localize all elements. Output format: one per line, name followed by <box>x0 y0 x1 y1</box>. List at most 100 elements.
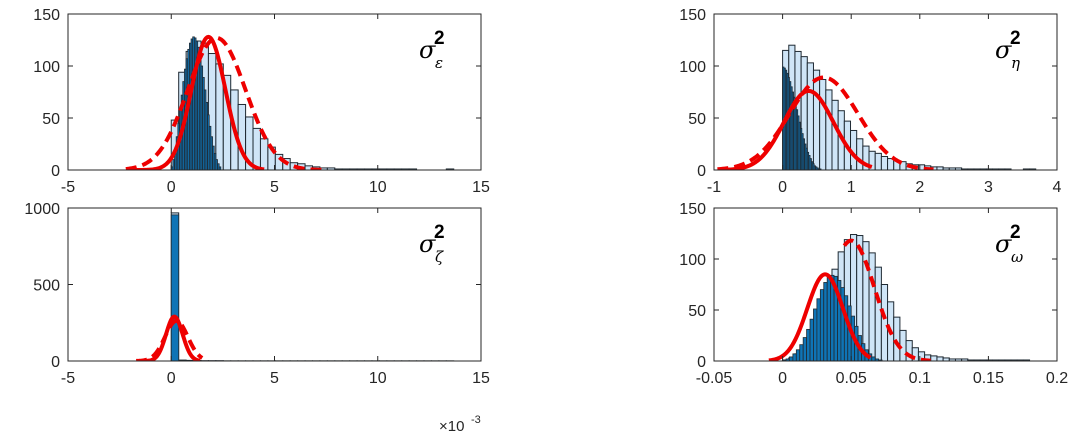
bar-dark <box>843 295 849 361</box>
bar-light <box>831 99 839 170</box>
x-multiplier-exponent: -3 <box>471 414 481 426</box>
fit-curve-dashed <box>125 35 327 170</box>
bar-light <box>880 284 889 361</box>
superscript-2: 2 <box>434 222 445 243</box>
fit-curve-dashed <box>134 318 204 361</box>
bar-dark <box>819 289 825 361</box>
x-tick-label: -0.05 <box>696 370 733 387</box>
y-tick-label: 50 <box>42 111 60 128</box>
x-tick-label: -5 <box>61 179 75 196</box>
bar-light <box>1004 168 1012 170</box>
superscript-2: 2 <box>1010 28 1021 49</box>
subscript-symbol: ε <box>435 54 443 72</box>
bar-light <box>1029 168 1037 170</box>
bar-dark <box>819 168 822 170</box>
x-tick-label: 10 <box>369 179 387 196</box>
bar-light <box>936 356 944 361</box>
x-tick-label: 0.05 <box>836 370 867 387</box>
y-tick-label: 0 <box>697 163 706 180</box>
bar-dark <box>823 282 828 361</box>
x-tick-label: 0 <box>778 370 787 387</box>
plot-area <box>68 14 481 170</box>
y-tick-label: 150 <box>679 201 706 218</box>
y-tick-label: 50 <box>688 111 706 128</box>
y-tick-label: 500 <box>33 278 60 295</box>
x-tick-label: 1 <box>847 179 856 196</box>
bar-dark <box>816 298 821 361</box>
bar-dark <box>218 166 222 170</box>
bar-dark <box>789 356 794 361</box>
panel-label: σ2 ω <box>995 222 1023 266</box>
panel-label: σ2 ζ <box>419 222 445 266</box>
fit-curve-dashed <box>717 75 934 170</box>
bar-light <box>887 158 895 170</box>
panel-label: σ2 ε <box>419 28 445 72</box>
bar-dark <box>878 359 883 361</box>
bar-dark <box>871 356 876 361</box>
bar-light <box>812 69 821 170</box>
superscript-2: 2 <box>1010 222 1021 243</box>
bar-dark <box>806 328 811 361</box>
bar-light <box>825 89 833 170</box>
bar-light <box>408 168 418 170</box>
bar-light <box>893 316 901 361</box>
fit-curve-dashed <box>842 238 933 361</box>
panel-label: σ2 η <box>995 28 1021 72</box>
y-tick-label: 150 <box>33 7 60 24</box>
y-tick-label: 0 <box>51 163 60 180</box>
superscript-2: 2 <box>434 28 445 49</box>
bar-light <box>874 266 882 361</box>
sigma-symbol: σ <box>995 36 1012 64</box>
bar-light <box>856 138 864 170</box>
fit-curve-solid <box>767 272 872 361</box>
x-multiplier: ×10 <box>439 418 464 435</box>
sigma-symbol: σ <box>419 230 436 258</box>
sigma-symbol: σ <box>995 230 1012 258</box>
x-tick-label: 3 <box>984 179 993 196</box>
x-tick-label: 4 <box>1053 179 1062 196</box>
bar-light <box>862 241 870 361</box>
x-tick-label: 0 <box>167 179 176 196</box>
x-tick-label: 10 <box>369 370 387 387</box>
bar-dark <box>826 276 832 361</box>
plot-area <box>68 208 481 361</box>
bar-dark <box>799 344 804 361</box>
x-tick-label: -5 <box>61 370 75 387</box>
y-tick-label: 150 <box>679 7 706 24</box>
bar-dark <box>813 308 818 361</box>
x-tick-label: -1 <box>707 179 721 196</box>
y-tick-label: 100 <box>33 59 60 76</box>
bar-light <box>874 152 882 170</box>
y-tick-label: 0 <box>697 354 706 371</box>
subscript-symbol: η <box>1011 54 1020 72</box>
plot-content <box>767 234 1031 361</box>
fit-curve-solid <box>129 34 266 170</box>
bar-light <box>259 138 269 170</box>
bar-light <box>445 168 455 170</box>
x-tick-label: 0.15 <box>973 370 1004 387</box>
bar-dark <box>795 349 801 361</box>
y-tick-label: 1000 <box>24 201 60 218</box>
axes-box <box>713 207 1058 362</box>
x-tick-label: 5 <box>270 179 279 196</box>
x-tick-label: 15 <box>472 179 490 196</box>
plot-content <box>717 44 1037 170</box>
bar-dark <box>809 318 814 361</box>
subscript-symbol: ω <box>1011 248 1023 266</box>
bar-light <box>819 79 827 170</box>
bar-dark <box>170 214 180 361</box>
x-tick-label: 0 <box>167 370 176 387</box>
bar-light <box>1022 359 1031 361</box>
bar-light <box>237 103 247 170</box>
x-tick-label: 0 <box>778 179 787 196</box>
bar-light <box>274 153 284 170</box>
bar-light <box>880 155 889 170</box>
x-tick-label: 2 <box>915 179 924 196</box>
fit-curve-solid <box>720 88 873 170</box>
x-tick-label: 15 <box>472 370 490 387</box>
